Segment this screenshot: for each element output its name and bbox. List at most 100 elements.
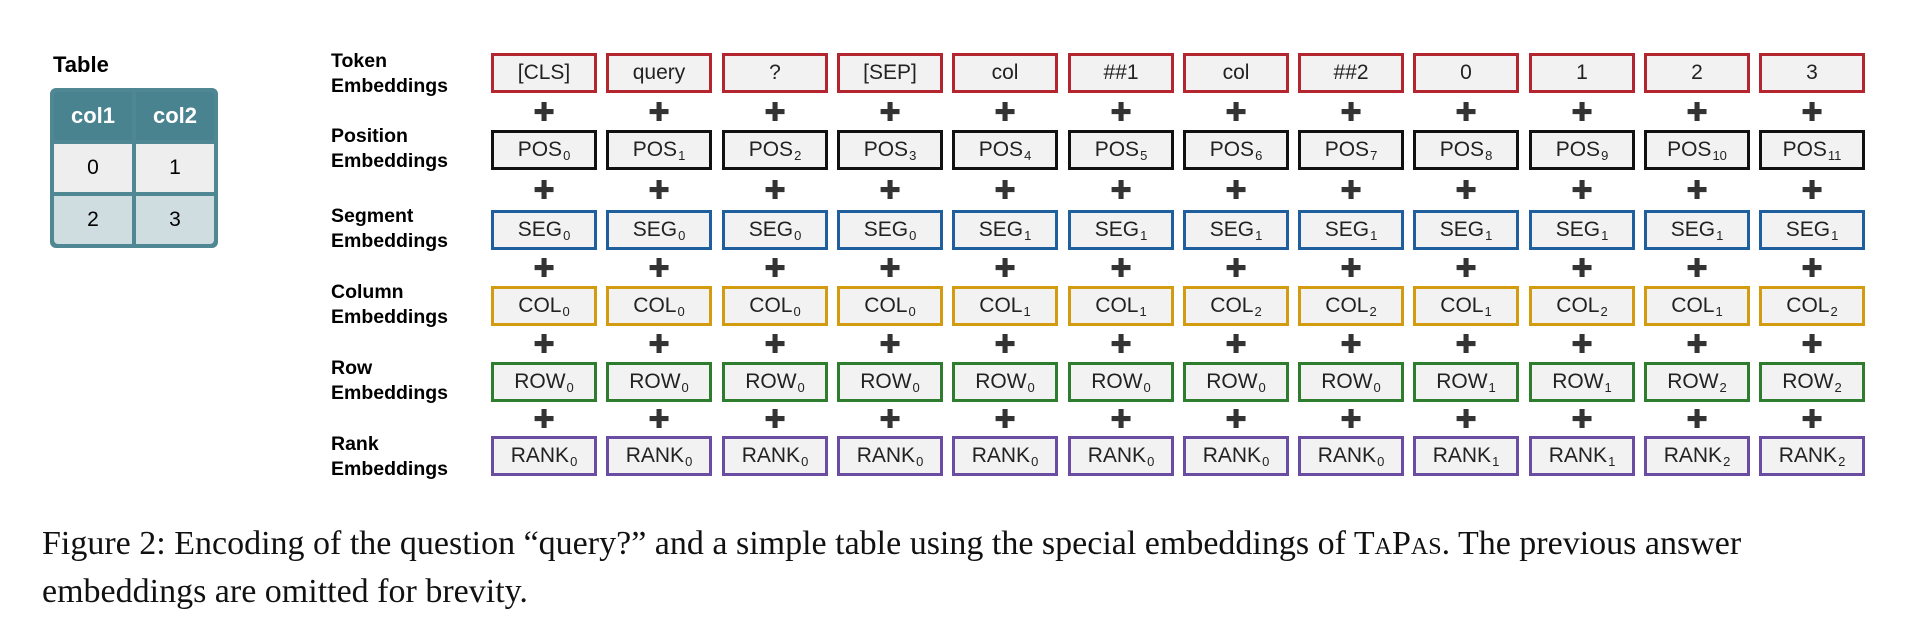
- embedding-box: COL 0: [722, 286, 828, 326]
- embedding-base-text: ROW: [1206, 370, 1258, 393]
- embedding-box: 2: [1644, 53, 1750, 93]
- plus-icon: ✚: [1455, 174, 1477, 205]
- embedding-base-text: RANK: [510, 444, 570, 467]
- caption-text: Figure 2: Encoding of the question “quer…: [42, 525, 1354, 562]
- plus-icon: ✚: [1340, 328, 1362, 359]
- embedding-box: ROW 2: [1759, 362, 1865, 402]
- embedding-box: query: [606, 53, 712, 93]
- embedding-base-text: SEG: [517, 218, 563, 241]
- embedding-box: POS 3: [837, 130, 943, 170]
- table-title: Table: [53, 52, 109, 77]
- embedding-base-text: [CLS]: [517, 61, 571, 84]
- embedding-subscript: 0: [678, 227, 686, 243]
- plus-icon: ✚: [1571, 328, 1593, 359]
- embedding-base-text: RANK: [1202, 444, 1262, 467]
- embedding-subscript: 0: [793, 303, 801, 319]
- embedding-box: ?: [722, 53, 828, 93]
- plus-icon: ✚: [764, 328, 786, 359]
- embedding-subscript: 0: [566, 379, 574, 395]
- embedding-base-text: POS: [1324, 138, 1370, 161]
- embedding-box: ROW 0: [952, 362, 1058, 402]
- embedding-box: [SEP]: [837, 53, 943, 93]
- embedding-base-text: SEG: [1209, 218, 1255, 241]
- embedding-subscript: 8: [1485, 147, 1493, 163]
- embedding-base-text: POS: [1555, 138, 1601, 161]
- embedding-subscript: 0: [912, 379, 920, 395]
- embedding-box: POS 11: [1759, 130, 1865, 170]
- embedding-subscript: 0: [909, 227, 917, 243]
- embedding-box: COL 0: [837, 286, 943, 326]
- embedding-box: ROW 0: [1183, 362, 1289, 402]
- embedding-subscript: 1: [1831, 227, 1839, 243]
- embedding-base-text: RANK: [1087, 444, 1147, 467]
- embedding-subscript: 0: [563, 147, 571, 163]
- plus-icon: ✚: [1455, 403, 1477, 434]
- embedding-subscript: 11: [1827, 147, 1842, 163]
- embedding-box: RANK 0: [722, 436, 828, 476]
- embedding-box: COL 2: [1529, 286, 1635, 326]
- plus-icon: ✚: [1801, 96, 1823, 127]
- embedding-subscript: 0: [908, 303, 916, 319]
- embedding-box: RANK 2: [1759, 436, 1865, 476]
- embedding-base-text: ROW: [629, 370, 681, 393]
- embedding-base-text: RANK: [856, 444, 916, 467]
- row-label-line: Embeddings: [331, 458, 449, 480]
- row-label-line: Embeddings: [331, 150, 449, 172]
- embedding-box: ROW 1: [1413, 362, 1519, 402]
- plus-icon: ✚: [1686, 328, 1708, 359]
- embedding-box: ##1: [1068, 53, 1174, 93]
- embedding-subscript: 1: [1604, 379, 1612, 395]
- embedding-subscript: 2: [1600, 303, 1608, 319]
- embedding-base-text: POS: [1782, 138, 1827, 161]
- embedding-base-text: COL: [518, 294, 562, 317]
- plus-icon: ✚: [994, 328, 1016, 359]
- embedding-box: ROW 0: [491, 362, 597, 402]
- embedding-base-text: POS: [517, 138, 563, 161]
- embedding-base-text: COL: [633, 294, 677, 317]
- embedding-box: ROW 0: [837, 362, 943, 402]
- row-label: Rank Embeddings: [331, 432, 448, 482]
- embedding-box: RANK 1: [1529, 436, 1635, 476]
- embedding-base-text: POS: [1439, 138, 1485, 161]
- embedding-box: SEG 1: [1068, 210, 1174, 250]
- embedding-box: POS 9: [1529, 130, 1635, 170]
- embedding-base-text: SEG: [1555, 218, 1601, 241]
- table-cell: 1: [136, 144, 214, 192]
- plus-icon: ✚: [1340, 403, 1362, 434]
- embedding-subscript: 7: [1370, 147, 1378, 163]
- embedding-base-text: ROW: [1667, 370, 1719, 393]
- embedding-subscript: 2: [1723, 453, 1731, 469]
- plus-icon: ✚: [994, 252, 1016, 283]
- plus-icon: ✚: [1455, 96, 1477, 127]
- embedding-box: POS 1: [606, 130, 712, 170]
- embedding-base-text: POS: [632, 138, 678, 161]
- embedding-box: POS 2: [722, 130, 828, 170]
- embedding-base-text: COL: [979, 294, 1023, 317]
- embedding-base-text: ROW: [1321, 370, 1373, 393]
- plus-icon: ✚: [1110, 96, 1132, 127]
- plus-icon: ✚: [1686, 403, 1708, 434]
- embedding-subscript: 0: [794, 227, 802, 243]
- embedding-subscript: 2: [1369, 303, 1377, 319]
- table-header-cell: col2: [136, 92, 214, 140]
- embedding-box: col: [952, 53, 1058, 93]
- plus-icon: ✚: [994, 403, 1016, 434]
- embedding-subscript: 1: [678, 147, 686, 163]
- embedding-box: COL 2: [1759, 286, 1865, 326]
- plus-icon: ✚: [1110, 252, 1132, 283]
- embedding-base-text: ROW: [745, 370, 797, 393]
- embedding-box: 1: [1529, 53, 1635, 93]
- embedding-subscript: 3: [909, 147, 917, 163]
- row-label-line: Embeddings: [331, 75, 449, 97]
- embedding-subscript: 1: [1255, 227, 1263, 243]
- embedding-base-text: ROW: [975, 370, 1027, 393]
- plus-icon: ✚: [1686, 96, 1708, 127]
- embedding-box: POS 0: [491, 130, 597, 170]
- embedding-subscript: 2: [1830, 303, 1838, 319]
- embedding-base-text: [SEP]: [863, 61, 917, 84]
- plus-icon: ✚: [764, 174, 786, 205]
- embedding-base-text: SEG: [978, 218, 1024, 241]
- embedding-subscript: 10: [1712, 147, 1727, 163]
- plus-icon: ✚: [648, 403, 670, 434]
- embedding-box: ##2: [1298, 53, 1404, 93]
